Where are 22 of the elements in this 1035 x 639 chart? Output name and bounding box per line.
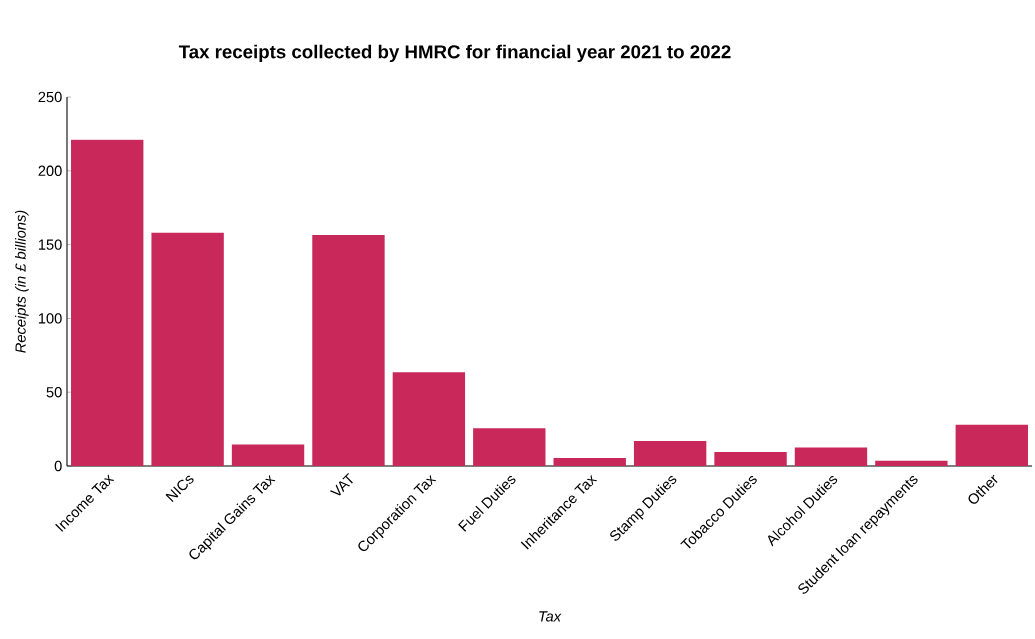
- y-tick-label: 250: [38, 91, 62, 103]
- bar: [794, 447, 868, 466]
- bar: [71, 139, 144, 466]
- x-axis-title: Tax: [539, 611, 562, 622]
- bar: [553, 457, 626, 466]
- x-tick-label: VAT: [329, 472, 353, 496]
- bar: [151, 232, 224, 466]
- bar: [633, 440, 707, 466]
- y-tick-label: 100: [38, 313, 62, 324]
- y-tick-label: 150: [38, 239, 62, 250]
- bar: [955, 424, 1028, 466]
- bar: [392, 372, 466, 466]
- y-tick-label: 50: [46, 387, 62, 398]
- bar: [231, 444, 305, 466]
- y-axis-title: Receipts (in £ billions): [15, 210, 29, 353]
- y-tick-label: 200: [38, 165, 62, 176]
- bar: [714, 451, 787, 466]
- bar: [312, 235, 385, 466]
- y-tick-label: 0: [54, 460, 62, 472]
- bar: [875, 460, 948, 466]
- bar: [473, 428, 546, 466]
- chart-title: Tax receipts collected by HMRC for financial year 2021 to 2022: [178, 44, 731, 63]
